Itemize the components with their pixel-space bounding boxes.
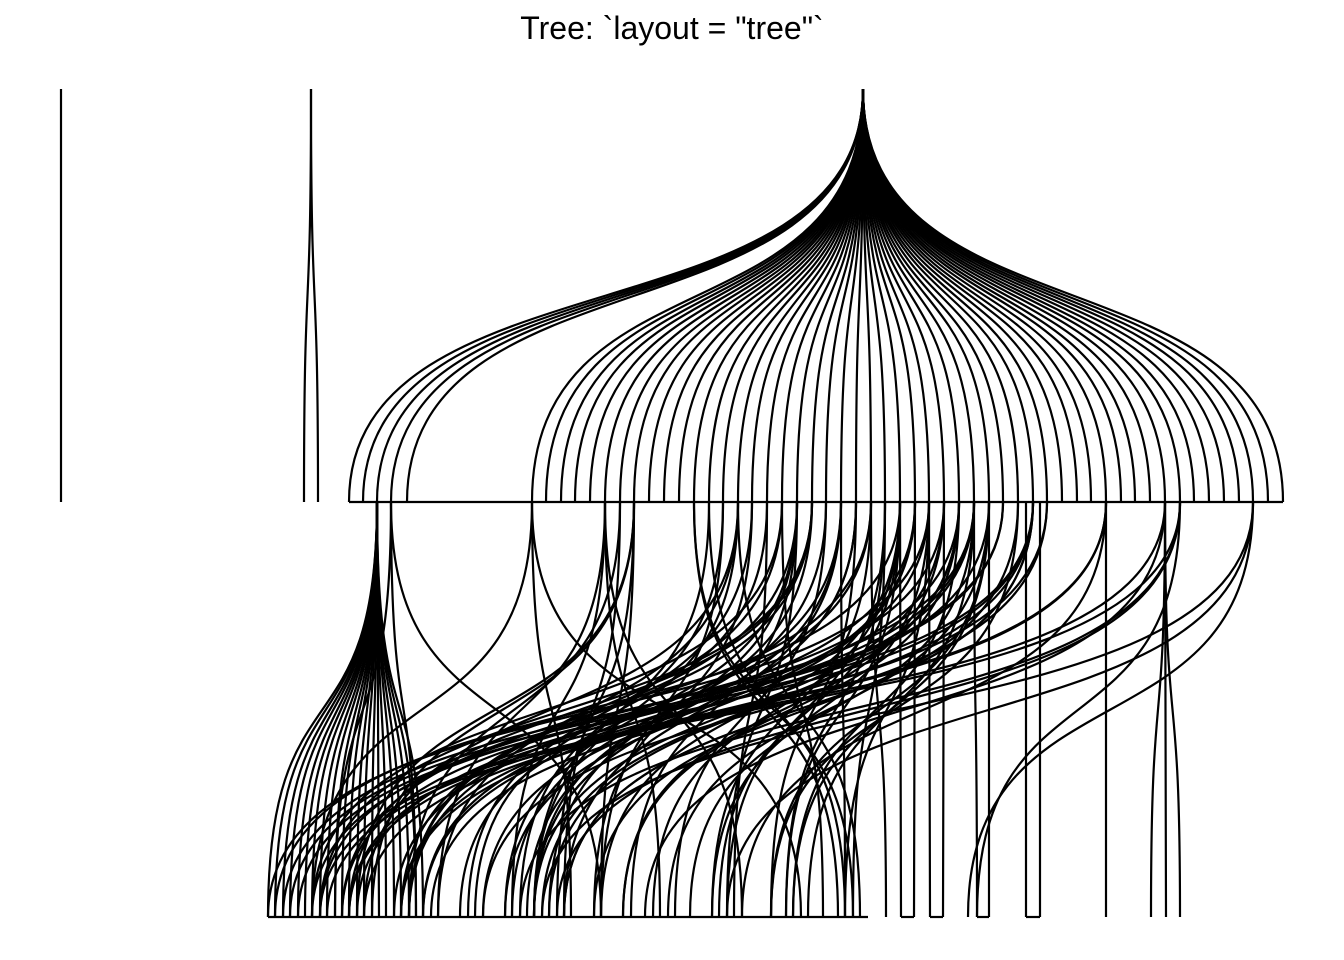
tree-edge	[347, 501, 1035, 918]
tree-edge	[362, 501, 740, 918]
tree-edge	[273, 501, 902, 918]
tree-edge	[525, 501, 843, 918]
tree-edge	[555, 501, 1182, 918]
tree-edge	[861, 88, 1270, 503]
tree-edge	[405, 88, 865, 503]
tree-edge	[375, 88, 865, 503]
tree-edge	[898, 501, 903, 918]
tree-edge	[765, 88, 865, 503]
tree-edge	[1163, 501, 1182, 918]
tree-edge	[362, 501, 1108, 918]
tree-edge	[318, 501, 1167, 918]
tree-edge	[288, 501, 1005, 918]
tree-edge	[861, 88, 1020, 503]
tree-edge	[309, 88, 320, 503]
tree-edge	[266, 501, 931, 918]
tree-edge	[562, 501, 843, 918]
tree-edge	[518, 501, 1182, 918]
tree-edge	[791, 501, 961, 918]
tree-edge	[510, 501, 607, 918]
tree-edge	[562, 501, 622, 918]
tree-edge	[927, 501, 932, 918]
tree-edges	[59, 88, 1285, 918]
tree-edge	[843, 501, 931, 918]
tree-edge	[340, 501, 873, 918]
tree-edge	[791, 501, 991, 918]
tree-edge	[710, 501, 931, 918]
tree-edge	[861, 88, 1123, 503]
tree-edge	[325, 501, 1182, 918]
tree-edge	[310, 501, 1005, 918]
tree-edge	[861, 88, 1152, 503]
tree-edge	[643, 501, 1167, 918]
tree-edge	[562, 501, 1035, 918]
tree-edge	[717, 501, 902, 918]
tree-edge	[318, 501, 814, 918]
tree-edge	[662, 88, 865, 503]
tree-edge	[941, 501, 946, 918]
tree-edge	[869, 501, 888, 918]
tree-edge	[861, 88, 1285, 503]
tree-edge	[688, 501, 976, 918]
tree-edge	[603, 88, 865, 503]
tree-edge	[666, 501, 991, 918]
plot-title: Tree: `layout = "tree"`	[520, 10, 824, 46]
tree-edge	[281, 501, 976, 918]
tree-edge	[769, 501, 858, 918]
tree-edge	[769, 501, 991, 918]
tree-edge	[361, 88, 865, 503]
tree-edge	[540, 501, 1255, 918]
tree-edge	[966, 501, 1255, 918]
tree-edge	[481, 501, 1049, 918]
tree-edge	[389, 501, 418, 918]
tree-edge	[473, 501, 769, 918]
tree-edge	[912, 501, 917, 918]
tree-edge	[407, 501, 622, 918]
tree-edge	[436, 501, 607, 918]
tree-edge	[861, 88, 1064, 503]
tree-edge	[972, 501, 979, 918]
tree-edge	[310, 501, 534, 918]
tree-level-baselines	[268, 500, 1283, 919]
tree-edge	[861, 88, 961, 503]
tree-edge	[975, 501, 1182, 918]
tree-edge	[302, 88, 313, 503]
tree-edge	[740, 501, 1108, 918]
